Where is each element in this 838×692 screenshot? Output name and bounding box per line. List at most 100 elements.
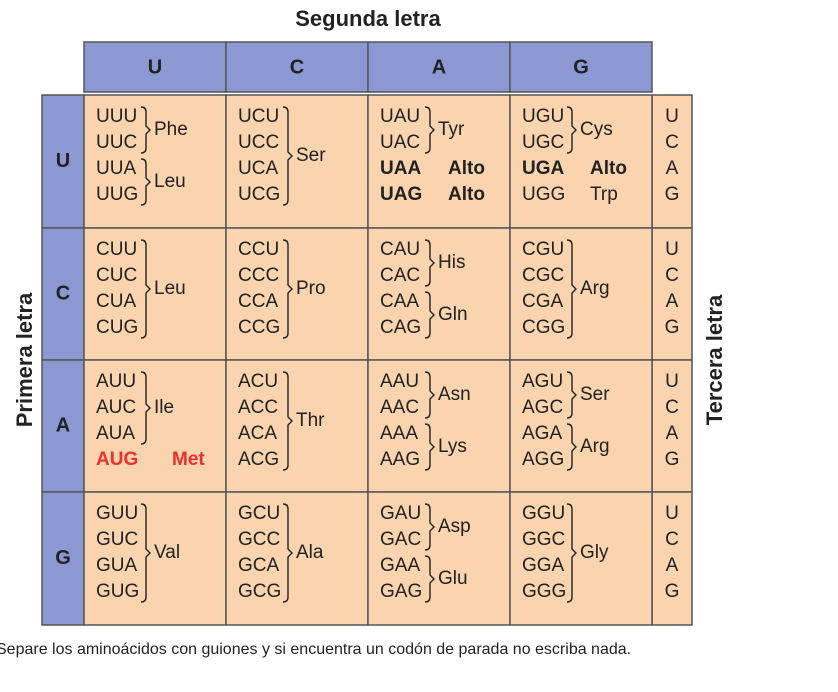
brace: [140, 239, 151, 339]
column-header: [83, 41, 227, 93]
row-letter: U: [56, 150, 70, 172]
third-letter: C: [665, 397, 679, 418]
codon: ACU: [238, 371, 278, 392]
right-label: Tercera letra: [702, 294, 727, 425]
codon: CUG: [96, 317, 138, 338]
left-label: Primera letra: [12, 292, 37, 427]
amino-acid: Leu: [154, 171, 186, 192]
codon: CCU: [238, 239, 279, 260]
brace: [140, 371, 151, 445]
brace: [282, 503, 293, 603]
codon: UAC: [380, 132, 420, 153]
codon: GGC: [522, 529, 565, 550]
codon: AAC: [380, 397, 419, 418]
codon: GUG: [96, 581, 139, 602]
codon: CGA: [522, 291, 564, 312]
codon: AUC: [96, 397, 136, 418]
brace: [566, 371, 577, 419]
amino-acid: Gln: [438, 304, 468, 325]
amino-acid: Alto: [448, 158, 485, 179]
cell: [509, 227, 653, 361]
third-letter: A: [666, 423, 679, 444]
cell: [83, 227, 227, 361]
third-letter: U: [665, 371, 679, 392]
codon: CCC: [238, 265, 279, 286]
codon: GAC: [380, 529, 421, 550]
brace: [282, 371, 293, 471]
third-column: [651, 491, 693, 626]
amino-acid: Phe: [154, 119, 188, 140]
amino-acid: Val: [154, 542, 180, 563]
amino-acid: Arg: [580, 278, 610, 299]
third-letter: U: [665, 239, 679, 260]
brace: [282, 106, 293, 206]
third-letter: C: [665, 132, 679, 153]
third-letter: U: [665, 106, 679, 127]
codon: AAA: [380, 423, 418, 444]
amino-acid: Cys: [580, 119, 613, 140]
brace: [424, 239, 435, 287]
brace: [424, 503, 435, 551]
amino-acid: Trp: [590, 184, 618, 205]
brace: [566, 423, 577, 471]
codon: AUU: [96, 371, 136, 392]
codon: GAU: [380, 503, 421, 524]
cell: [509, 491, 653, 626]
brace: [566, 239, 577, 339]
cell: [367, 227, 511, 361]
codon: CAG: [380, 317, 421, 338]
codon: UGG: [522, 184, 565, 205]
codon: GUC: [96, 529, 138, 550]
codon: AGG: [522, 449, 564, 470]
column-header: [509, 41, 653, 93]
amino-acid: Lys: [438, 436, 467, 457]
brace: [140, 503, 151, 603]
codon: UCA: [238, 158, 278, 179]
codon: UAG: [380, 184, 422, 205]
codon: GUU: [96, 503, 138, 524]
amino-acid: Asn: [438, 384, 471, 405]
column-letter: U: [148, 56, 162, 78]
codon: AGC: [522, 397, 563, 418]
codon: ACG: [238, 449, 279, 470]
amino-acid: Leu: [154, 278, 186, 299]
codon: UCU: [238, 106, 279, 127]
amino-acid: Gly: [580, 542, 609, 563]
title: Segunda letra: [295, 6, 441, 31]
codon: AAG: [380, 449, 420, 470]
amino-acid: Thr: [296, 410, 325, 431]
third-letter: A: [666, 158, 679, 179]
column-header: [225, 41, 369, 93]
third-letter: G: [665, 581, 680, 602]
third-letter: C: [665, 265, 679, 286]
cell: [367, 94, 511, 229]
cell: [225, 227, 369, 361]
row-letter: A: [56, 414, 70, 436]
brace: [424, 291, 435, 339]
amino-acid: Asp: [438, 516, 471, 537]
codon: UAU: [380, 106, 420, 127]
amino-acid: Met: [172, 449, 205, 470]
row-header: [41, 491, 85, 626]
codon: CGU: [522, 239, 564, 260]
footer: Separe los aminoácidos con guiones y si …: [0, 641, 631, 658]
brace: [424, 555, 435, 603]
amino-acid: Glu: [438, 568, 468, 589]
codon: CCA: [238, 291, 278, 312]
codon: AUA: [96, 423, 135, 444]
column-letter: A: [432, 56, 446, 78]
column-header: [367, 41, 511, 93]
brace: [424, 371, 435, 419]
third-letter: G: [665, 184, 680, 205]
codon: CAU: [380, 239, 420, 260]
cell: [509, 359, 653, 493]
codon: GGG: [522, 581, 566, 602]
brace: [424, 423, 435, 471]
amino-acid: Pro: [296, 278, 326, 299]
codon: UCC: [238, 132, 279, 153]
third-letter: G: [665, 317, 680, 338]
amino-acid: Ser: [296, 145, 326, 166]
codon: UUU: [96, 106, 137, 127]
codon: UAA: [380, 158, 421, 179]
